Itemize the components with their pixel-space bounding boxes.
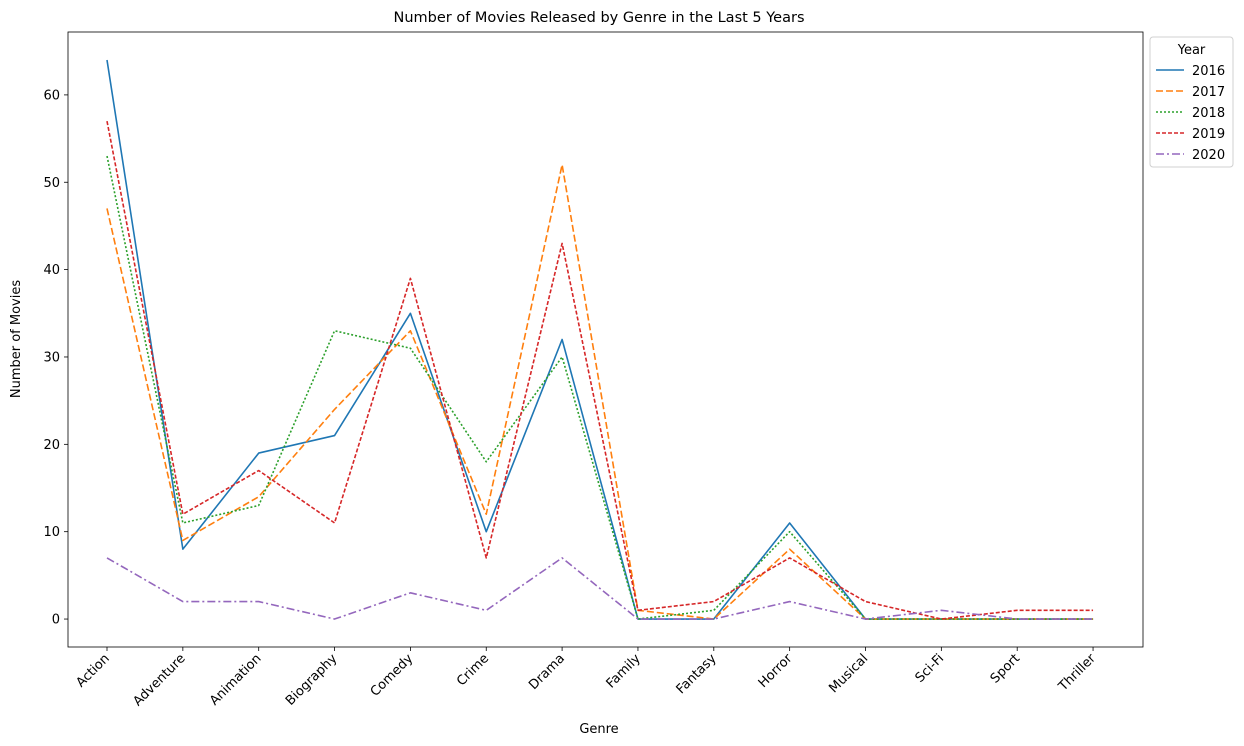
x-tick-label: Animation xyxy=(207,651,264,708)
x-tick-label: Drama xyxy=(526,651,568,693)
legend-label-2017: 2017 xyxy=(1192,85,1225,100)
x-tick-label: Family xyxy=(604,651,644,691)
legend-title: Year xyxy=(1177,43,1206,58)
legend-label-2020: 2020 xyxy=(1192,148,1225,163)
x-axis: Action Adventure Animation Biography Comedy C… xyxy=(73,647,1099,709)
x-tick-label: Action xyxy=(73,651,112,690)
legend-label-2016: 2016 xyxy=(1192,64,1225,79)
x-tick-label: Sci-Fi xyxy=(913,651,948,686)
x-tick-label: Fantasy xyxy=(674,651,720,697)
x-tick-label: Musical xyxy=(826,651,871,696)
y-tick-label: 60 xyxy=(43,88,60,103)
x-tick-label: Thriller xyxy=(1055,651,1099,695)
legend-label-2018: 2018 xyxy=(1192,106,1225,121)
chart-title: Number of Movies Released by Genre in th… xyxy=(393,10,804,26)
y-tick-label: 20 xyxy=(43,438,60,453)
x-tick-label: Comedy xyxy=(368,651,417,700)
plot-area xyxy=(68,32,1143,647)
plot-frame xyxy=(67,31,1144,648)
y-tick-label: 40 xyxy=(43,263,60,278)
y-tick-label: 10 xyxy=(43,525,60,540)
series-line-2020 xyxy=(106,557,1094,620)
x-tick-label: Horror xyxy=(756,651,796,691)
legend-items: 2016 2017 2018 2019 2020 xyxy=(1156,64,1225,163)
legend: Year 2016 2017 2018 2019 2020 xyxy=(1149,36,1234,168)
y-tick-label: 50 xyxy=(43,176,60,191)
x-tick-label: Crime xyxy=(454,651,492,689)
series-line-2018 xyxy=(106,155,1094,620)
x-tick-label: Biography xyxy=(283,651,341,709)
y-tick-label: 0 xyxy=(52,613,60,628)
x-tick-label: Sport xyxy=(988,651,1023,686)
legend-label-2019: 2019 xyxy=(1192,127,1225,142)
series-layer xyxy=(106,59,1094,620)
axes-layer xyxy=(67,31,1144,648)
y-axis: 0 10 20 30 40 50 60 xyxy=(43,88,68,628)
y-axis-label: Number of Movies xyxy=(9,280,24,398)
x-tick-label: Adventure xyxy=(131,651,189,709)
x-axis-label: Genre xyxy=(579,722,618,737)
y-tick-label: 30 xyxy=(43,350,60,365)
